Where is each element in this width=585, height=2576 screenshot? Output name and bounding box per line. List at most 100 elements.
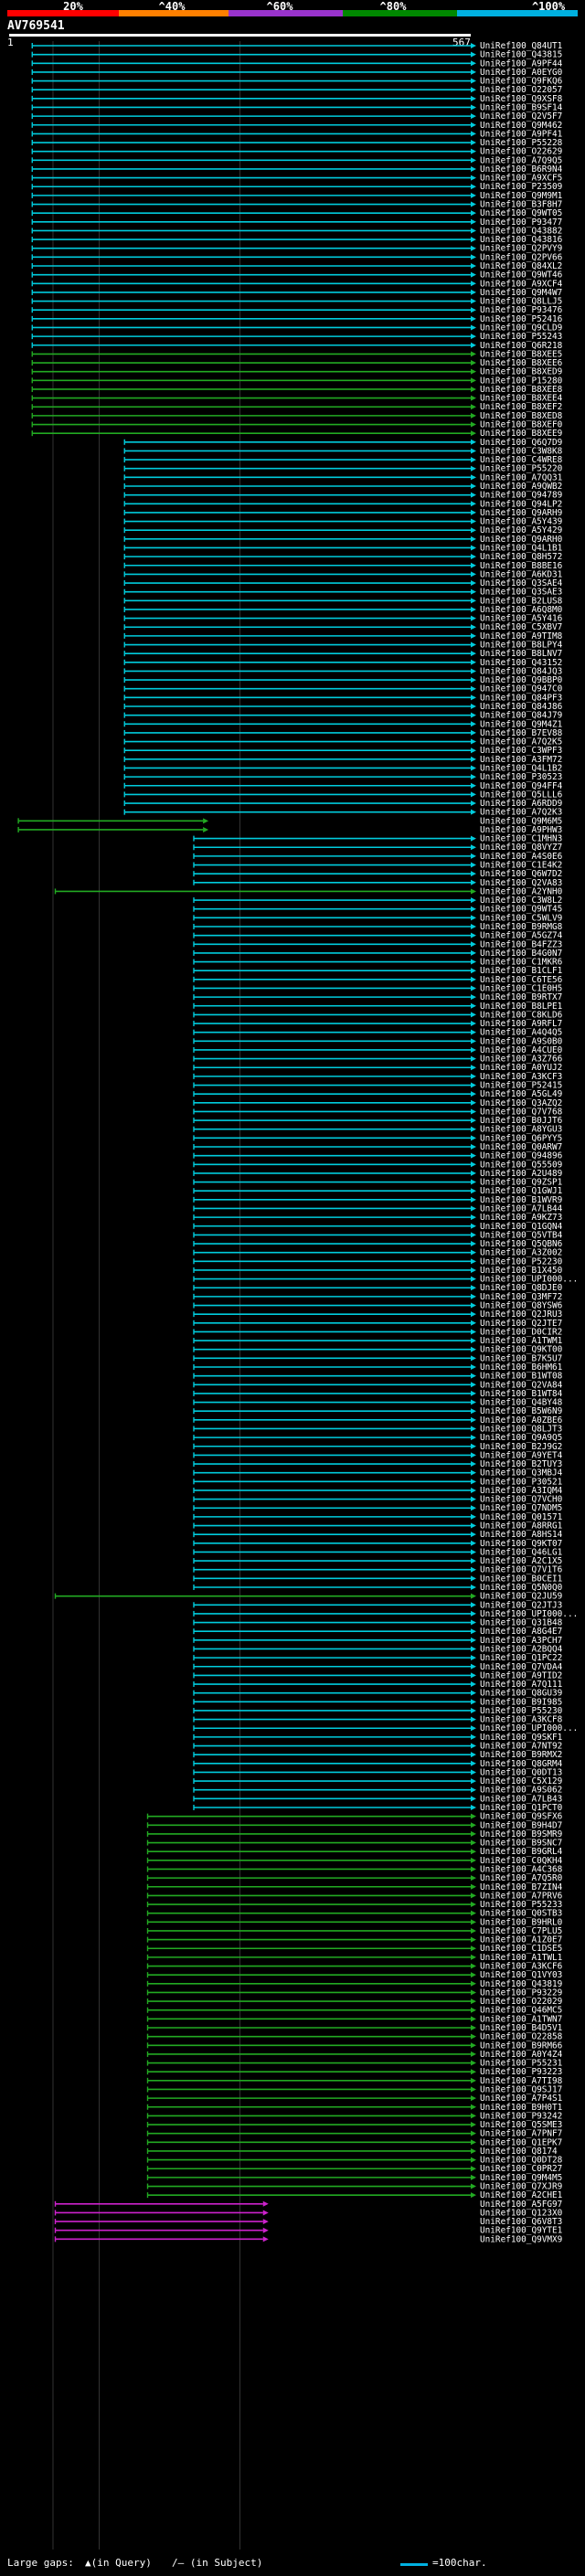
hit-label[interactable]: UniRef100_B8XEE8 xyxy=(480,385,563,395)
hit-label[interactable]: UniRef100_P52416 xyxy=(480,314,563,324)
hit-label[interactable]: UniRef100_Q0DT13 xyxy=(480,1767,562,1777)
hit-label[interactable]: UniRef100_Q6Q7D9 xyxy=(480,438,563,448)
hit-label[interactable]: UniRef100_A9TID2 xyxy=(480,1670,562,1680)
hit-label[interactable]: UniRef100_B7ZIN4 xyxy=(480,1882,563,1892)
hit-label[interactable]: UniRef100_Q9A9Q5 xyxy=(480,1433,562,1443)
hit-label[interactable]: UniRef100_C1MKR6 xyxy=(480,958,563,968)
hit-label[interactable]: UniRef100_A3Z766 xyxy=(480,1055,563,1065)
hit-label[interactable]: UniRef100_Q43815 xyxy=(480,50,562,60)
hit-label[interactable]: UniRef100_Q9BBP0 xyxy=(480,675,563,685)
hit-label[interactable]: UniRef100_Q94FF4 xyxy=(480,781,563,791)
hit-label[interactable]: UniRef100_A8YGU3 xyxy=(480,1125,562,1135)
hit-label[interactable]: UniRef100_B8LPY4 xyxy=(480,641,563,651)
hit-label[interactable]: UniRef100_A7Q2K5 xyxy=(480,737,562,747)
hit-label[interactable]: UniRef100_Q8DJE0 xyxy=(480,1283,563,1293)
hit-label[interactable]: UniRef100_A2U489 xyxy=(480,1169,563,1179)
hit-label[interactable]: UniRef100_Q5VTB4 xyxy=(480,1230,563,1240)
hit-label[interactable]: UniRef100_B9SNC7 xyxy=(480,1839,562,1849)
hit-label[interactable]: UniRef100_B2TUY3 xyxy=(480,1459,562,1469)
hit-label[interactable]: UniRef100_A0Y4Z4 xyxy=(480,2050,563,2060)
hit-label[interactable]: UniRef100_Q94896 xyxy=(480,1151,563,1161)
hit-label[interactable]: UniRef100_Q46LG1 xyxy=(480,1547,563,1557)
hit-label[interactable]: UniRef100_Q84J79 xyxy=(480,711,563,721)
hit-label[interactable]: UniRef100_Q2V5F7 xyxy=(480,111,562,122)
hit-label[interactable]: UniRef100_Q1PC22 xyxy=(480,1653,562,1663)
hit-label[interactable]: UniRef100_Q9YTE1 xyxy=(480,2226,563,2236)
hit-label[interactable]: UniRef100_Q9XSF8 xyxy=(480,94,563,104)
hit-label[interactable]: UniRef100_P55228 xyxy=(480,138,563,148)
hit-label[interactable]: UniRef100_A5GL49 xyxy=(480,1089,563,1099)
hit-label[interactable]: UniRef100_Q01571 xyxy=(480,1512,563,1522)
hit-label[interactable]: UniRef100_B8XED9 xyxy=(480,367,563,377)
hit-label[interactable]: UniRef100_A4CUE0 xyxy=(480,1045,563,1055)
hit-label[interactable]: UniRef100_A9PF44 xyxy=(480,58,563,69)
hit-label[interactable]: UniRef100_P93229 xyxy=(480,1988,563,1998)
hit-label[interactable]: UniRef100_Q1GQN4 xyxy=(480,1222,563,1232)
hit-label[interactable]: UniRef100_Q2JU59 xyxy=(480,1592,563,1602)
hit-label[interactable]: UniRef100_Q5LLL6 xyxy=(480,790,563,800)
hit-label[interactable]: UniRef100_B9SMR9 xyxy=(480,1829,563,1839)
hit-label[interactable]: UniRef100_Q9M4Z1 xyxy=(480,719,563,729)
hit-label[interactable]: UniRef100_Q3MF72 xyxy=(480,1292,562,1302)
hit-label[interactable]: UniRef100_A2C1X5 xyxy=(480,1556,562,1566)
hit-label[interactable]: UniRef100_B0CEI1 xyxy=(480,1574,563,1584)
hit-label[interactable]: UniRef100_P55220 xyxy=(480,464,563,474)
hit-label[interactable]: UniRef100_A9QWB2 xyxy=(480,482,562,492)
hit-label[interactable]: UniRef100_Q5QBN6 xyxy=(480,1239,563,1249)
hit-label[interactable]: UniRef100_A7QQ31 xyxy=(480,472,563,482)
hit-label[interactable]: UniRef100_A7Q111 xyxy=(480,1680,563,1690)
hit-label[interactable]: UniRef100_C6TE56 xyxy=(480,975,563,985)
hit-label[interactable]: UniRef100_Q0DT28 xyxy=(480,2156,563,2166)
hit-label[interactable]: UniRef100_Q9VMX9 xyxy=(480,2234,563,2244)
hit-label[interactable]: UniRef100_A1TWM1 xyxy=(480,1336,563,1346)
hit-label[interactable]: UniRef100_B8XEF2 xyxy=(480,402,562,412)
hit-label[interactable]: UniRef100_B8XED8 xyxy=(480,411,563,421)
hit-label[interactable]: UniRef100_C3WPF3 xyxy=(480,746,562,756)
hit-label[interactable]: UniRef100_B6HM61 xyxy=(480,1362,563,1373)
hit-label[interactable]: UniRef100_B9RM66 xyxy=(480,2041,563,2051)
hit-label[interactable]: UniRef100_Q8LJT3 xyxy=(480,1424,562,1434)
hit-label[interactable]: UniRef100_C1E0H5 xyxy=(480,983,562,993)
hit-label[interactable]: UniRef100_Q8VYZ7 xyxy=(480,843,562,853)
hit-label[interactable]: UniRef100_Q9FKQ6 xyxy=(480,77,563,87)
hit-label[interactable]: UniRef100_Q9M462 xyxy=(480,121,562,131)
hit-label[interactable]: UniRef100_Q6W7D2 xyxy=(480,869,562,879)
hit-label[interactable]: UniRef100_A5Y416 xyxy=(480,614,563,624)
hit-label[interactable]: UniRef100_O22858 xyxy=(480,2032,563,2042)
hit-label[interactable]: UniRef100_A7TI98 xyxy=(480,2076,563,2086)
hit-label[interactable]: UniRef100_B1WT84 xyxy=(480,1389,563,1399)
hit-label[interactable]: UniRef100_Q3SAE3 xyxy=(480,588,562,598)
hit-label[interactable]: UniRef100_Q9KT00 xyxy=(480,1345,563,1355)
hit-label[interactable]: UniRef100_Q4L1B2 xyxy=(480,763,562,773)
hit-label[interactable]: UniRef100_A7PNF7 xyxy=(480,2129,562,2139)
hit-label[interactable]: UniRef100_UPI000... xyxy=(480,1275,578,1285)
hit-label[interactable]: UniRef100_Q1GWJ1 xyxy=(480,1186,563,1196)
hit-label[interactable]: UniRef100_B2LUS8 xyxy=(480,596,563,606)
hit-label[interactable]: UniRef100_Q9ZSP1 xyxy=(480,1178,563,1188)
hit-label[interactable]: UniRef100_Q94789 xyxy=(480,491,563,501)
hit-label[interactable]: UniRef100_A9PHW3 xyxy=(480,825,562,835)
hit-label[interactable]: UniRef100_Q6R218 xyxy=(480,341,563,351)
hit-label[interactable]: UniRef100_B9RMG8 xyxy=(480,922,563,932)
hit-label[interactable]: UniRef100_A7NT92 xyxy=(480,1742,562,1752)
hit-label[interactable]: UniRef100_P55243 xyxy=(480,332,562,342)
hit-label[interactable]: UniRef100_B7K5U7 xyxy=(480,1353,562,1363)
hit-label[interactable]: UniRef100_Q123X0 xyxy=(480,2208,563,2218)
hit-label[interactable]: UniRef100_C4WRE8 xyxy=(480,455,563,465)
hit-label[interactable]: UniRef100_A9TIM8 xyxy=(480,631,563,641)
hit-label[interactable]: UniRef100_Q9SFX6 xyxy=(480,1812,563,1822)
hit-label[interactable]: UniRef100_A3IQM4 xyxy=(480,1486,563,1496)
hit-label[interactable]: UniRef100_C0PR27 xyxy=(480,2164,562,2174)
hit-label[interactable]: UniRef100_C5X129 xyxy=(480,1776,563,1786)
hit-label[interactable]: UniRef100_C1DSE5 xyxy=(480,1944,562,1954)
hit-label[interactable]: UniRef100_Q4L1B1 xyxy=(480,543,563,553)
hit-label[interactable]: UniRef100_B6R9N4 xyxy=(480,164,563,175)
hit-label[interactable]: UniRef100_Q7VDA4 xyxy=(480,1662,563,1672)
hit-label[interactable]: UniRef100_A9XCF5 xyxy=(480,174,562,184)
hit-label[interactable]: UniRef100_B9SF14 xyxy=(480,102,563,112)
hit-label[interactable]: UniRef100_Q7VCH0 xyxy=(480,1495,563,1505)
hit-label[interactable]: UniRef100_A8G4E7 xyxy=(480,1627,562,1637)
hit-label[interactable]: UniRef100_B1WT08 xyxy=(480,1372,563,1382)
hit-label[interactable]: UniRef100_Q9CLD9 xyxy=(480,323,563,333)
hit-label[interactable]: UniRef100_P52415 xyxy=(480,1081,562,1091)
